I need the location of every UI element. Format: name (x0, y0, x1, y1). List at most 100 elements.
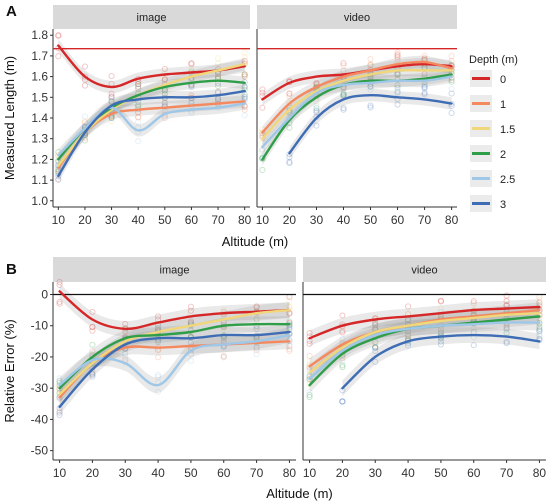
observation-point (220, 336, 227, 343)
observation-point (215, 96, 222, 103)
observation-point (306, 352, 313, 359)
x-tick-label: 20 (78, 213, 92, 227)
observation-point (421, 91, 428, 98)
observation-point (155, 313, 162, 320)
observation-point (405, 342, 412, 349)
observation-point (372, 347, 379, 354)
series-line-1.5 (58, 308, 291, 396)
observation-point (56, 377, 63, 384)
observation-point (56, 409, 63, 416)
observation-point (81, 82, 88, 89)
observation-point (135, 138, 142, 145)
y-tick-label: -20 (31, 350, 49, 364)
observation-point (135, 102, 142, 109)
observation-point (187, 307, 194, 314)
observation-point (367, 61, 374, 69)
observation-point (306, 340, 313, 347)
observation-point (306, 329, 313, 337)
y-tick-label: -10 (31, 319, 49, 333)
observation-point (135, 128, 142, 135)
observation-point (503, 323, 510, 330)
observation-point (161, 114, 168, 122)
observation-point (339, 336, 346, 343)
legend-title: Depth (m) (469, 54, 518, 66)
observation-point (259, 86, 266, 93)
legend-label: 2.5 (500, 174, 515, 186)
observation-point (340, 91, 347, 98)
y-tick-label: 1.7 (31, 49, 48, 63)
observation-point (55, 32, 62, 39)
observation-point (135, 83, 142, 90)
observation-point (286, 343, 293, 350)
confidence-band-1 (59, 333, 290, 406)
observation-point (421, 83, 428, 90)
observation-point (394, 87, 401, 94)
observation-point (220, 353, 227, 360)
observation-point (253, 316, 260, 323)
observation-point (372, 344, 379, 351)
x-axis-label: Altitude (m) (222, 234, 288, 249)
observation-point (241, 86, 248, 93)
observation-point (241, 71, 248, 78)
observation-point (286, 346, 293, 353)
observation-point (394, 89, 401, 96)
observation-point (421, 85, 428, 92)
observation-point (437, 327, 444, 334)
confidence-band-1 (309, 302, 540, 375)
observation-point (188, 98, 195, 105)
facet-strip-label: video (344, 12, 370, 24)
observation-point (405, 331, 412, 338)
observation-point (536, 323, 543, 330)
x-tick-label: 50 (184, 466, 198, 480)
observation-point (188, 65, 195, 72)
observation-point (437, 341, 444, 348)
observation-point (313, 79, 320, 86)
series-line-2 (261, 73, 453, 161)
observation-point (155, 373, 162, 380)
series-line-2.5 (261, 75, 453, 149)
observation-point (306, 388, 313, 396)
x-tick-label: 40 (151, 466, 165, 480)
x-tick-label: 80 (238, 213, 252, 227)
observation-point (470, 342, 477, 349)
observation-point (253, 347, 260, 354)
y-tick-label: -30 (31, 381, 49, 395)
observation-point (122, 353, 129, 360)
observation-point (448, 109, 455, 117)
observation-point (340, 91, 347, 98)
observation-point (437, 305, 444, 312)
observation-point (503, 329, 510, 336)
observation-point (81, 113, 88, 120)
observation-point (372, 322, 379, 329)
observation-point (259, 104, 266, 111)
panel-label-b: B (6, 261, 17, 278)
observation-point (135, 113, 142, 120)
observation-point (155, 388, 162, 395)
x-tick-label: 10 (52, 213, 66, 227)
y-tick-label: 1.2 (31, 152, 48, 166)
y-tick-label: -50 (31, 444, 49, 458)
observation-point (503, 292, 510, 299)
observation-point (437, 298, 444, 305)
facet-strip (257, 5, 457, 29)
observation-point (339, 312, 346, 319)
y-tick-label: 1.6 (31, 70, 48, 84)
observation-point (372, 344, 379, 351)
observation-point (503, 338, 510, 345)
facet-strip (53, 257, 296, 282)
y-tick-label: 0 (41, 287, 48, 301)
observation-point (339, 355, 346, 362)
observation-point (367, 60, 374, 67)
observation-point (448, 85, 455, 92)
observation-point (339, 398, 346, 405)
series-line-1.5 (308, 312, 541, 374)
x-tick-label: 10 (256, 213, 270, 227)
observation-point (241, 72, 248, 79)
observation-point (340, 91, 347, 98)
observation-point (339, 398, 346, 405)
depth-legend: Depth (m) 0 1 1.5 2 2.5 3 (469, 54, 518, 212)
observation-point (259, 155, 266, 162)
observation-point (161, 99, 168, 106)
observation-point (394, 56, 401, 63)
observation-point (253, 325, 260, 333)
